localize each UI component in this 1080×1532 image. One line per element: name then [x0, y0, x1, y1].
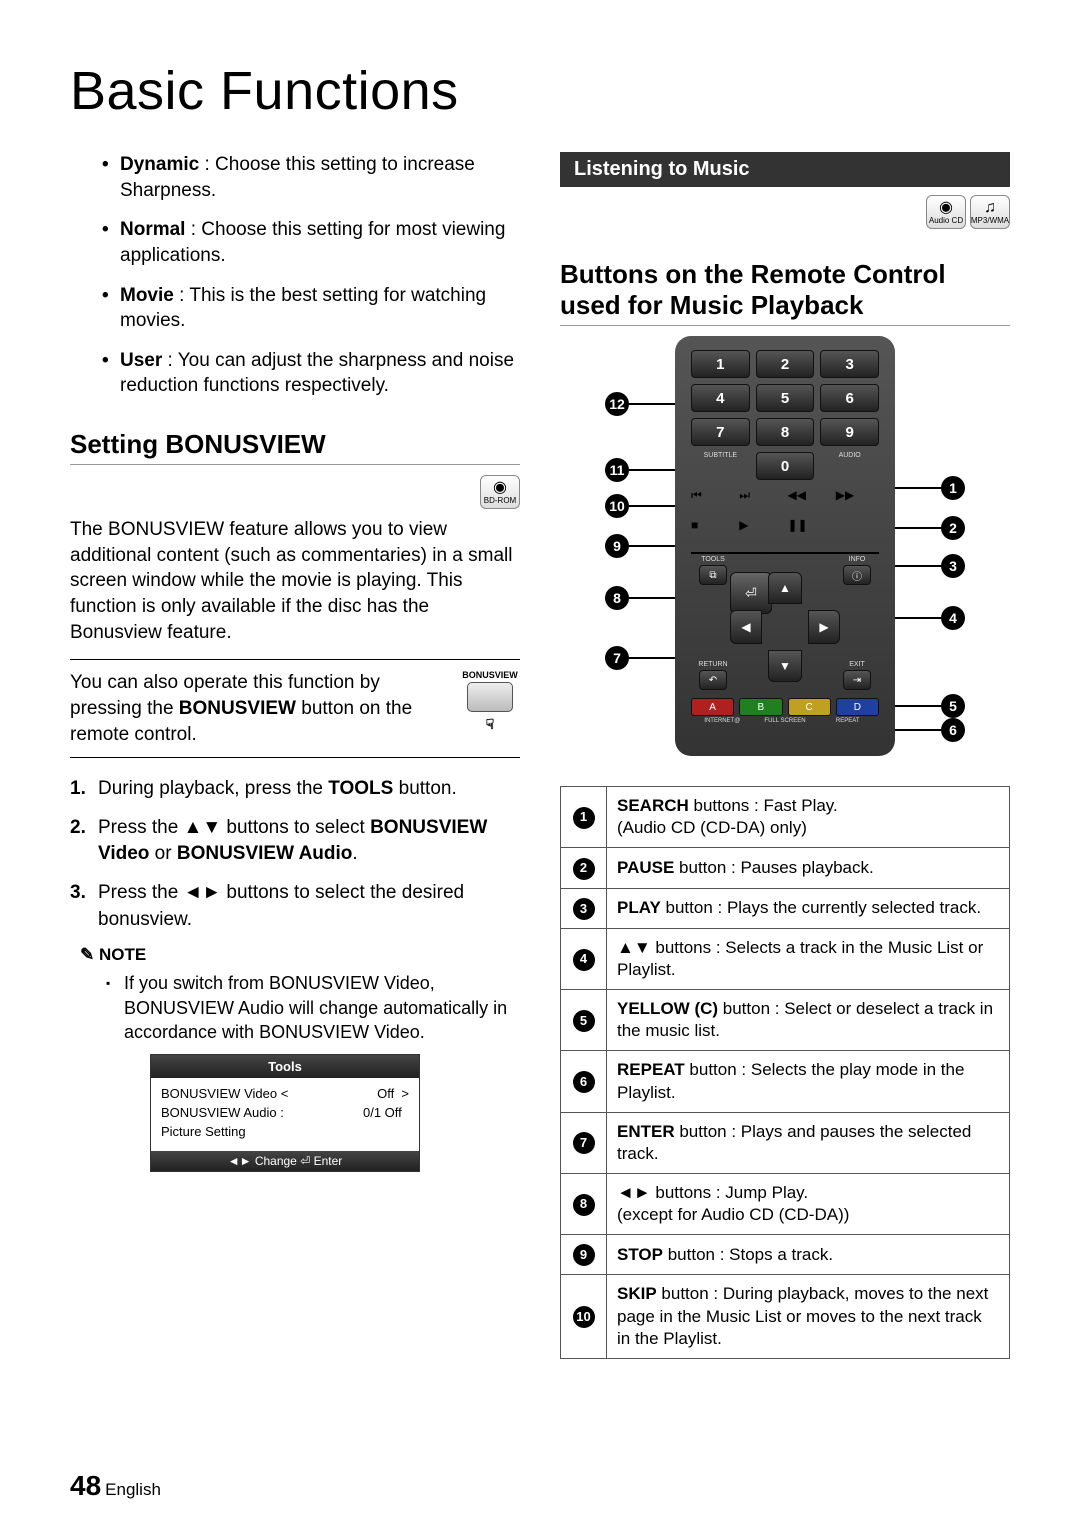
page-footer: 48English [70, 1470, 161, 1502]
table-row: 7ENTER button : Plays and pauses the sel… [561, 1112, 1010, 1173]
page-title: Basic Functions [70, 60, 1010, 122]
table-row: 3PLAY button : Plays the currently selec… [561, 888, 1010, 928]
note-list: If you switch from BONUSVIEW Video, BONU… [70, 971, 520, 1044]
tools-panel: Tools BONUSVIEW Video <Off >BONUSVIEW Au… [150, 1054, 420, 1172]
setting-bullet: Movie : This is the best setting for wat… [120, 283, 520, 334]
format-icon: ◉Audio CD [926, 195, 966, 229]
bonusview-heading: Setting BONUSVIEW [70, 429, 520, 465]
callout-7: 7 [605, 646, 629, 670]
step-item: Press the ◄► buttons to select the desir… [98, 880, 520, 933]
callout-6: 6 [941, 718, 965, 742]
setting-bullet: Dynamic : Choose this setting to increas… [120, 152, 520, 203]
table-row: 10SKIP button : During playback, moves t… [561, 1275, 1010, 1358]
tip-box: You can also operate this function by pr… [70, 659, 520, 758]
callout-9: 9 [605, 534, 629, 558]
callout-8: 8 [605, 586, 629, 610]
remote-diagram: 123456789 SUBTITLE 0 AUDIO ⏮⏭◀◀▶▶ ■▶❚❚ T… [565, 336, 1005, 766]
setting-bullet: Normal : Choose this setting for most vi… [120, 217, 520, 268]
callout-10: 10 [605, 494, 629, 518]
callout-2: 2 [941, 516, 965, 540]
section-heading: Listening to Music [560, 152, 1010, 187]
table-row: 8◄► buttons : Jump Play.(except for Audi… [561, 1173, 1010, 1234]
format-icons: ◉Audio CD♫MP3/WMA [560, 195, 1010, 229]
callout-12: 12 [605, 392, 629, 416]
bonusview-button-icon: BONUSVIEW ☟ [460, 670, 520, 733]
table-row: 4▲▼ buttons : Selects a track in the Mus… [561, 929, 1010, 990]
callout-3: 3 [941, 554, 965, 578]
bdrom-icon: ◉BD-ROM [480, 475, 520, 509]
callout-5: 5 [941, 694, 965, 718]
settings-bullets: Dynamic : Choose this setting to increas… [70, 152, 520, 399]
callout-4: 4 [941, 606, 965, 630]
callout-1: 1 [941, 476, 965, 500]
remote-heading: Buttons on the Remote Control used for M… [560, 259, 1010, 326]
steps-list: During playback, press the TOOLS button.… [70, 776, 520, 933]
setting-bullet: User : You can adjust the sharpness and … [120, 348, 520, 399]
table-row: 2PAUSE button : Pauses playback. [561, 848, 1010, 888]
bonusview-description: The BONUSVIEW feature allows you to view… [70, 517, 520, 645]
table-row: 5YELLOW (C) button : Select or deselect … [561, 990, 1010, 1051]
button-description-table: 1SEARCH buttons : Fast Play.(Audio CD (C… [560, 786, 1010, 1359]
format-icon: ♫MP3/WMA [970, 195, 1010, 229]
right-column: Listening to Music ◉Audio CD♫MP3/WMA But… [560, 152, 1010, 1359]
callout-11: 11 [605, 458, 629, 482]
table-row: 6REPEAT button : Selects the play mode i… [561, 1051, 1010, 1112]
table-row: 9STOP button : Stops a track. [561, 1235, 1010, 1275]
step-item: During playback, press the TOOLS button. [98, 776, 520, 803]
step-item: Press the ▲▼ buttons to select BONUSVIEW… [98, 815, 520, 868]
note-heading: NOTE [80, 945, 520, 965]
left-column: Dynamic : Choose this setting to increas… [70, 152, 520, 1359]
table-row: 1SEARCH buttons : Fast Play.(Audio CD (C… [561, 787, 1010, 848]
